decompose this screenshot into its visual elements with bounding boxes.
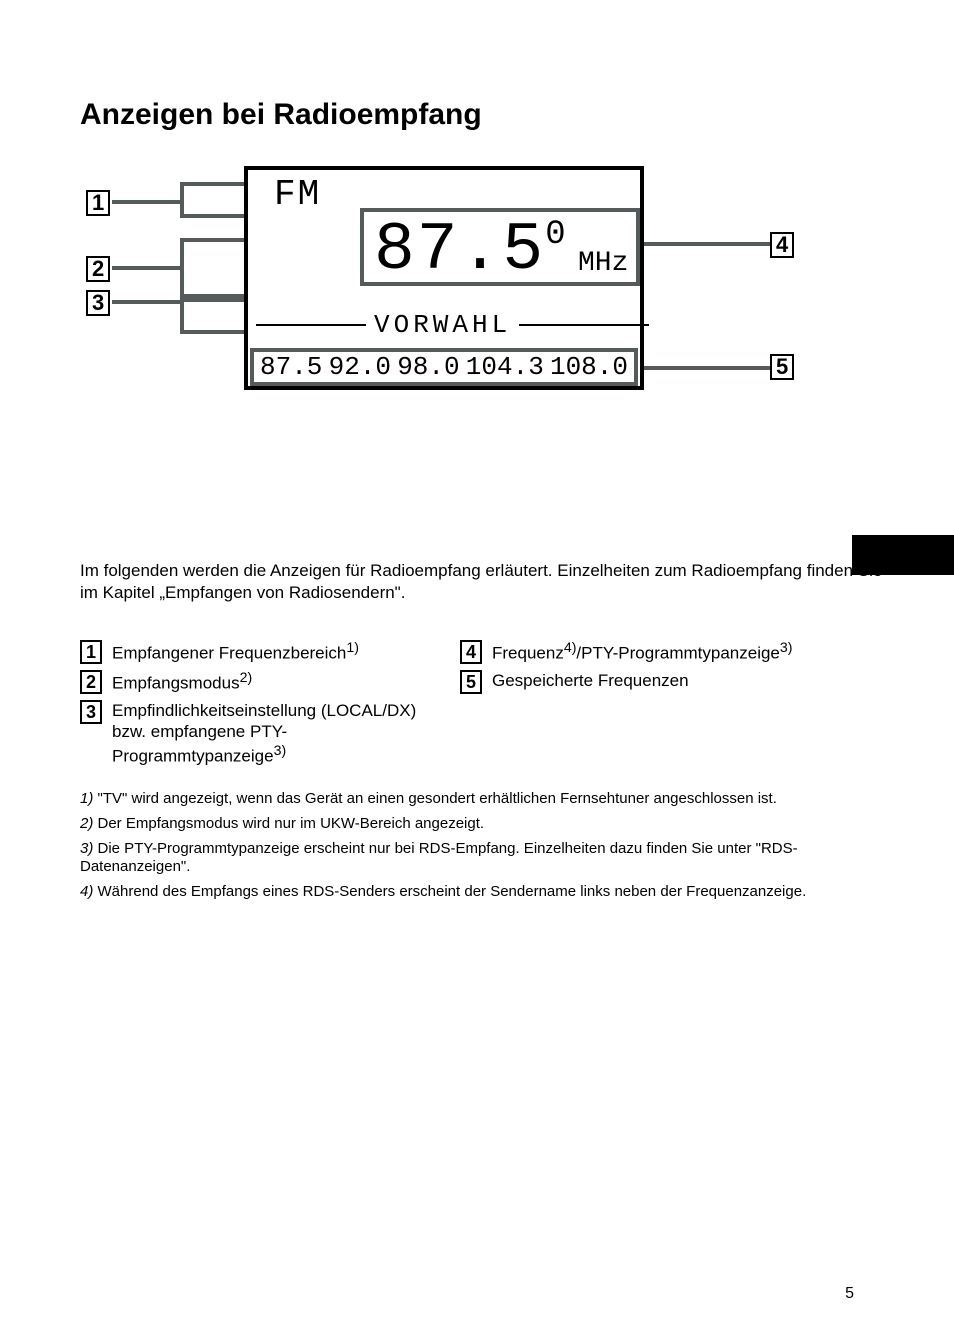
- legend-text-2: Empfangsmodus2): [112, 670, 252, 694]
- legend-text-4: Frequenz4)/PTY-Programmtypanzeige3): [492, 640, 792, 664]
- legend-right: 4 Frequenz4)/PTY-Programmtypanzeige3) 5 Ge…: [460, 640, 840, 700]
- frequency-unit: MHz: [578, 248, 628, 279]
- preset-3: 98.0: [397, 352, 459, 382]
- legend-text-5: Gespeicherte Frequenzen: [492, 670, 689, 691]
- vorwahl-label: VORWAHL: [366, 310, 519, 340]
- callout-2: 2: [86, 256, 110, 282]
- footnotes: 1) "TV" wird angezeigt, wenn das Gerät a…: [80, 790, 860, 908]
- section-intro: Im folgenden werden die Anzeigen für Rad…: [80, 560, 900, 604]
- legend-num-3: 3: [80, 700, 102, 724]
- callout-1: 1: [86, 190, 110, 216]
- leader-5: [642, 366, 770, 370]
- leader-3: [112, 300, 180, 304]
- callout-4: 4: [770, 232, 794, 258]
- footnote-2: 2) Der Empfangsmodus wird nur im UKW-Ber…: [80, 815, 484, 834]
- legend-num-4: 4: [460, 640, 482, 664]
- frequency-sup: 0: [545, 216, 565, 254]
- section-title: Anzeigen bei Radioempfang: [80, 98, 482, 132]
- footnote-4: 4) Während des Empfangs eines RDS-Sender…: [80, 883, 806, 902]
- leader-1: [112, 200, 180, 204]
- footnote-3: 3) Die PTY-Programmtypanzeige erscheint …: [80, 840, 860, 878]
- leader-4: [638, 242, 770, 246]
- legend-text-1: Empfangener Frequenzbereich1): [112, 640, 359, 664]
- page-number: 5: [845, 1285, 854, 1303]
- legend-left: 1 Empfangener Frequenzbereich1) 2 Empfangs…: [80, 640, 440, 772]
- leader-2: [112, 266, 180, 270]
- preset-5: 108.0: [550, 352, 628, 382]
- preset-2: 92.0: [329, 352, 391, 382]
- presets-box: 87.5 92.0 98.0 104.3 108.0: [250, 348, 638, 386]
- radio-display-panel: FM 87.50 MHz VORWAHL 87.5 92.0 98.0 104.…: [244, 166, 644, 390]
- callout-3: 3: [86, 290, 110, 316]
- vorwahl-row: VORWAHL: [256, 310, 632, 340]
- frequency-main: 87.5: [374, 212, 545, 286]
- preset-1: 87.5: [260, 352, 322, 382]
- legend-num-2: 2: [80, 670, 102, 694]
- legend-num-1: 1: [80, 640, 102, 664]
- legend-text-3: Empfindlichkeitseinstellung (LOCAL/DX) b…: [112, 700, 440, 766]
- legend-num-5: 5: [460, 670, 482, 694]
- callout-5: 5: [770, 354, 794, 380]
- band-label: FM: [274, 174, 321, 215]
- preset-4: 104.3: [466, 352, 544, 382]
- footnote-1: 1) "TV" wird angezeigt, wenn das Gerät a…: [80, 790, 777, 809]
